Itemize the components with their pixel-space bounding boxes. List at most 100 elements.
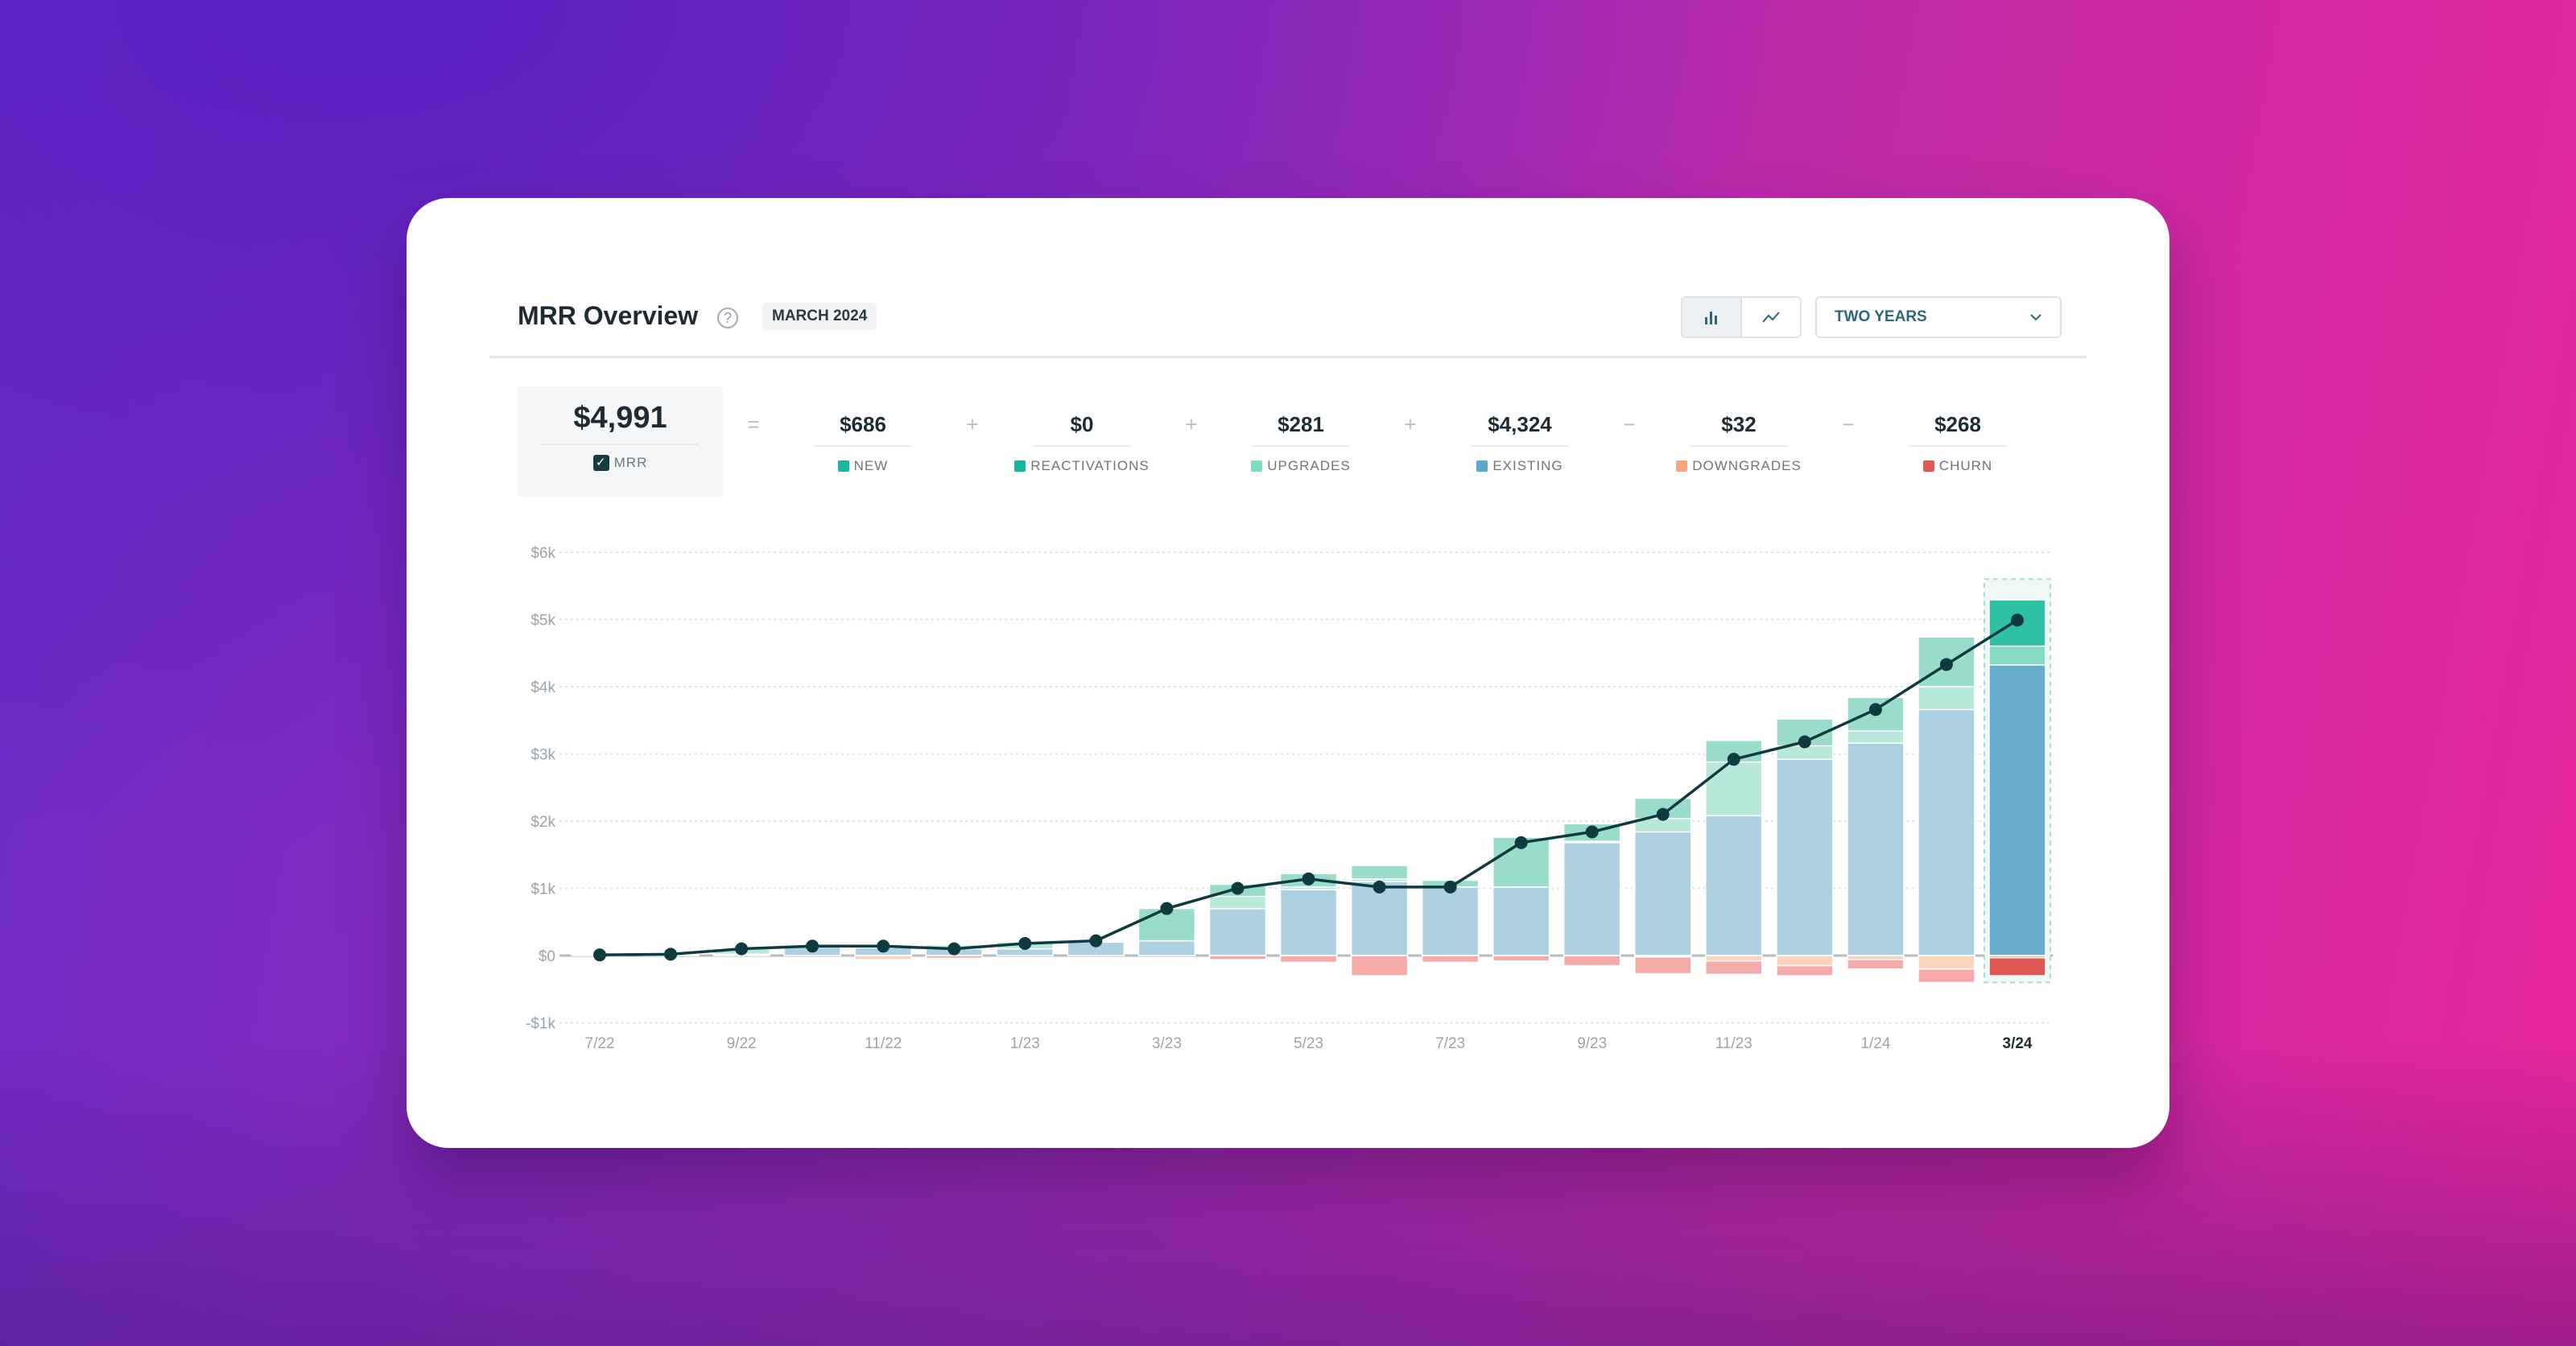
bar-churn-12/22[interactable] xyxy=(925,955,983,960)
mrr-point-11/23[interactable] xyxy=(1727,753,1740,766)
kpi-label: REACTIVATIONS xyxy=(1030,458,1150,473)
legend-swatch xyxy=(1251,460,1263,472)
x-tick-label: 7/23 xyxy=(1435,1035,1465,1052)
mrr-point-8/22[interactable] xyxy=(664,948,678,961)
bar-existing-6/23[interactable] xyxy=(1350,881,1409,956)
bar-downgrades-1/24[interactable] xyxy=(1847,955,1905,960)
mrr-chart: $6k $5k $4k $3k $2k $1k $0 -$1k 7/22 9/22 11/22 1/2… xyxy=(526,545,2053,1052)
mrr-point-9/23[interactable] xyxy=(1585,825,1599,839)
mrr-overview-card: MRR Overview ? MARCH 2024 TWO YEARS $4,9… xyxy=(407,198,2169,1148)
bar-churn-1/24[interactable] xyxy=(1847,959,1905,970)
x-tick-label: 5/23 xyxy=(1294,1035,1323,1052)
bar-churn-4/23[interactable] xyxy=(1208,955,1267,960)
bar-churn-8/23[interactable] xyxy=(1492,955,1550,962)
kpi-label: EXISTING xyxy=(1492,458,1563,473)
bar-downgrades-12/23[interactable] xyxy=(1776,955,1834,967)
mrr-point-2/24[interactable] xyxy=(1939,658,1953,671)
bar-existing-9/23[interactable] xyxy=(1563,841,1621,956)
x-tick-label: 1/23 xyxy=(1010,1035,1040,1052)
mrr-point-4/23[interactable] xyxy=(1231,882,1245,895)
kpi-downgrades[interactable]: $32 DOWNGRADES xyxy=(1650,386,1827,474)
bar-existing-10/23[interactable] xyxy=(1634,831,1692,956)
mrr-point-11/22[interactable] xyxy=(877,939,890,953)
x-tick-label: 11/23 xyxy=(1715,1035,1752,1052)
bar-existing-12/23[interactable] xyxy=(1776,758,1834,956)
bar-view-button[interactable] xyxy=(1682,298,1742,336)
legend-swatch xyxy=(1676,460,1688,472)
bar-existing-11/23[interactable] xyxy=(1705,815,1763,956)
bar-churn-7/23[interactable] xyxy=(1421,955,1480,964)
mrr-point-12/23[interactable] xyxy=(1798,735,1811,749)
bar-churn-5/23[interactable] xyxy=(1279,955,1338,964)
question-circle-icon[interactable]: ? xyxy=(717,308,738,328)
checkbox-icon[interactable]: ✓ xyxy=(592,455,609,471)
bar-existing-2/24[interactable] xyxy=(1918,708,1975,956)
x-tick-label: 11/22 xyxy=(865,1035,902,1052)
mrr-point-1/24[interactable] xyxy=(1868,703,1882,716)
bar-upgrades-11/23[interactable] xyxy=(1705,761,1763,817)
bar-churn-9/23[interactable] xyxy=(1563,955,1621,967)
mrr-point-3/23[interactable] xyxy=(1160,902,1174,915)
bar-existing-8/23[interactable] xyxy=(1492,886,1550,956)
bar-churn-10/23[interactable] xyxy=(1634,956,1692,975)
mrr-point-5/23[interactable] xyxy=(1302,872,1315,886)
mrr-point-3/24[interactable] xyxy=(2011,613,2024,627)
bar-churn-12/23[interactable] xyxy=(1776,964,1834,976)
mrr-point-7/23[interactable] xyxy=(1443,880,1457,894)
mrr-total[interactable]: $4,991 ✓ MRR xyxy=(518,386,723,497)
mrr-point-1/23[interactable] xyxy=(1018,936,1032,950)
kpi-new[interactable]: $686 NEW xyxy=(774,386,952,474)
x-tick-label: 3/24 xyxy=(2003,1035,2033,1052)
kpi-upgrades[interactable]: $281 UPGRADES xyxy=(1212,386,1389,474)
bar-downgrades-11/23[interactable] xyxy=(1705,955,1763,962)
kpi-reactivations[interactable]: $0 REACTIVATIONS xyxy=(993,386,1170,474)
y-tick-label: $3k xyxy=(530,747,555,764)
bar-existing-4/23[interactable] xyxy=(1208,907,1267,956)
bar-churn-6/23[interactable] xyxy=(1350,955,1409,976)
bar-upgrades-2/24[interactable] xyxy=(1918,686,1975,711)
kpi-label: CHURN xyxy=(1938,458,1993,473)
mrr-point-10/23[interactable] xyxy=(1656,807,1670,821)
bar-upgrades-4/23[interactable] xyxy=(1208,895,1267,910)
bar-existing-3/23[interactable] xyxy=(1137,939,1196,956)
bar-existing-1/24[interactable] xyxy=(1847,742,1905,956)
mrr-point-8/23[interactable] xyxy=(1514,836,1528,849)
bar-chart-icon xyxy=(1705,312,1717,324)
kpi-value: $281 xyxy=(1253,386,1349,447)
mrr-point-2/23[interactable] xyxy=(1089,934,1103,948)
bar-existing-7/23[interactable] xyxy=(1421,886,1480,956)
kpi-value: $268 xyxy=(1909,386,2006,447)
range-select-value: TWO YEARS xyxy=(1835,308,1927,325)
bar-existing-3/24[interactable] xyxy=(1988,664,2046,956)
x-tick-label: 3/23 xyxy=(1152,1035,1182,1052)
kpi-label: NEW xyxy=(853,458,889,473)
operator-existing: + xyxy=(1404,412,1417,436)
bar-churn-2/24[interactable] xyxy=(1918,968,1975,984)
mrr-value: $4,991 xyxy=(542,386,699,445)
mrr-point-12/22[interactable] xyxy=(947,942,961,956)
x-tick-label: 1/24 xyxy=(1860,1035,1890,1052)
bar-new-6/23[interactable] xyxy=(1350,865,1409,880)
mrr-point-9/22[interactable] xyxy=(735,942,749,956)
kpi-existing[interactable]: $4,324 EXISTING xyxy=(1431,386,1608,474)
bar-churn-11/23[interactable] xyxy=(1705,960,1763,976)
x-tick-label: 9/23 xyxy=(1577,1035,1607,1052)
range-select[interactable]: TWO YEARS xyxy=(1815,296,2062,338)
header-divider xyxy=(489,356,2087,358)
bar-downgrades-2/24[interactable] xyxy=(1918,955,1975,970)
bar-upgrades-1/24[interactable] xyxy=(1847,730,1905,744)
kpi-churn[interactable]: $268 CHURN xyxy=(1869,386,2046,474)
kpi-value: $0 xyxy=(1034,386,1130,447)
bar-upgrades-3/24[interactable] xyxy=(1988,645,2046,666)
page-title: MRR Overview xyxy=(518,301,699,330)
bar-downgrades-11/22[interactable] xyxy=(854,955,912,960)
mrr-point-7/22[interactable] xyxy=(593,948,606,962)
line-view-button[interactable] xyxy=(1742,298,1800,336)
operator-downgrades: − xyxy=(1623,412,1636,436)
mrr-point-10/22[interactable] xyxy=(806,939,819,953)
x-tick-label: 7/22 xyxy=(585,1035,615,1052)
legend-swatch xyxy=(1922,460,1934,472)
bar-existing-5/23[interactable] xyxy=(1279,889,1338,956)
bar-churn-3/24[interactable] xyxy=(1988,956,2046,976)
mrr-point-6/23[interactable] xyxy=(1373,880,1386,894)
